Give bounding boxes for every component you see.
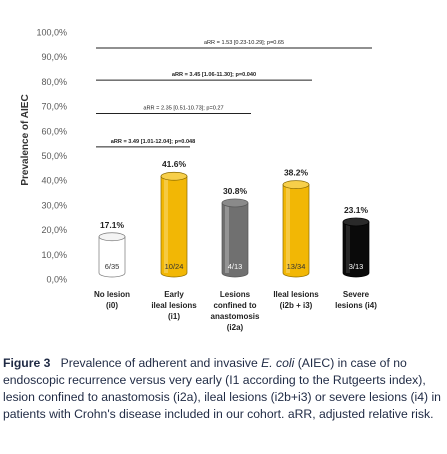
category-label-line: (i2b + i3) [280,301,313,310]
category-label-line: anastomosis [211,312,260,321]
bar-count-label: 4/13 [228,262,243,271]
y-tick-label: 40,0% [41,176,67,186]
bars: 6/35 10/24 4/13 13/34 3/13 [98,171,370,278]
category-label-line: (i0) [106,301,118,310]
value-label: 23.1% [344,205,369,215]
bar: 6/35 [98,232,126,278]
bar-count-label: 10/24 [165,262,184,271]
category-label-line: Lesions [220,290,251,299]
category-label-line: Early [164,290,184,299]
category-label-line: Ileal lesions [273,290,319,299]
y-tick-label: 10,0% [41,250,67,260]
value-label: 38.2% [284,168,309,178]
category-label-line: Severe [343,290,370,299]
y-tick-label: 100,0% [36,28,67,38]
category-label-line: (i1) [168,312,180,321]
bracket-label: aRR = 3.45 [1.06-11.30]; p=0.040 [172,72,256,78]
bar-highlight [225,204,229,273]
category-label-line: No lesion [94,290,130,299]
bar-count-label: 3/13 [349,262,364,271]
y-tick-label: 60,0% [41,126,67,136]
category-label-line: (i2a) [227,323,244,332]
bar-top [160,171,188,181]
bar-count-label: 13/34 [287,262,306,271]
significance-brackets: aRR = 1.53 [0.23-10.29]; p=0.65 aRR = 3.4… [96,40,372,148]
category-labels: No lesion (i0) Early ileal lesions (i1) Lesio… [94,290,377,332]
bar-top [282,180,310,189]
category-label-line: confined to [213,301,256,310]
bracket-label: aRR = 2.35 [0.51-10.73]; p=0.27 [143,106,223,112]
bar-body [221,202,249,278]
figure-caption: Figure 3 Prevalence of adherent and inva… [3,355,443,423]
y-tick-label: 90,0% [41,52,67,62]
bar-top [98,232,126,242]
y-tick-label: 30,0% [41,200,67,210]
category-label: Ileal lesions (i2b + i3) [273,290,319,310]
y-axis-title-group: Prevalence of AIEC [20,94,31,185]
bar-highlight [164,178,168,273]
y-tick-label: 20,0% [41,225,67,235]
bar-body [282,184,310,278]
category-label-line: lesions (i4) [335,301,377,310]
caption-italic: E. coli [261,356,295,370]
y-tick-label: 70,0% [41,102,67,112]
y-tick-label: 50,0% [41,151,67,161]
category-label-line: ileal lesions [151,301,197,310]
aiec-prevalence-chart: Prevalence of AIEC 0,0% 10,0% 20,0% 30,0% 40… [20,28,377,333]
y-tick-labels: 0,0% 10,0% 20,0% 30,0% 40,0% 50,0% 60,0% 70,0% 8… [36,28,67,285]
category-label: Lesions confined to anastomosis (i2a) [211,290,260,332]
bar: 3/13 [342,217,370,278]
bar: 4/13 [221,198,249,278]
bar-top [342,217,370,227]
bar: 13/34 [282,180,310,278]
bar-body [98,236,126,278]
value-label: 17.1% [100,220,125,230]
bar-highlight [346,223,350,273]
bar-count-label: 6/35 [105,262,120,271]
value-label: 41.6% [162,159,187,169]
bracket-label: aRR = 3.49 [1.01-12.04]; p=0.048 [111,139,196,145]
value-label: 30.8% [223,186,248,196]
caption-text-before: Prevalence of adherent and invasive [60,356,258,370]
figure-label: Figure 3 [3,356,51,370]
value-labels: 17.1% 41.6% 30.8% 38.2% 23.1% [100,159,369,230]
y-tick-label: 80,0% [41,77,67,87]
bar-highlight [286,186,290,273]
bar-body [160,175,188,278]
bar-top [221,198,249,208]
y-axis-title: Prevalence of AIEC [20,94,31,185]
y-tick-label: 0,0% [46,275,67,285]
bar-body [342,221,370,278]
category-label: Severe lesions (i4) [335,290,377,310]
caption-text-after: (AIEC) in case of no endoscopic recurren… [3,356,441,421]
category-label: No lesion (i0) [94,290,130,310]
category-label: Early ileal lesions (i1) [151,290,197,321]
bracket-label: aRR = 1.53 [0.23-10.29]; p=0.65 [204,40,284,46]
bar: 10/24 [160,171,188,278]
